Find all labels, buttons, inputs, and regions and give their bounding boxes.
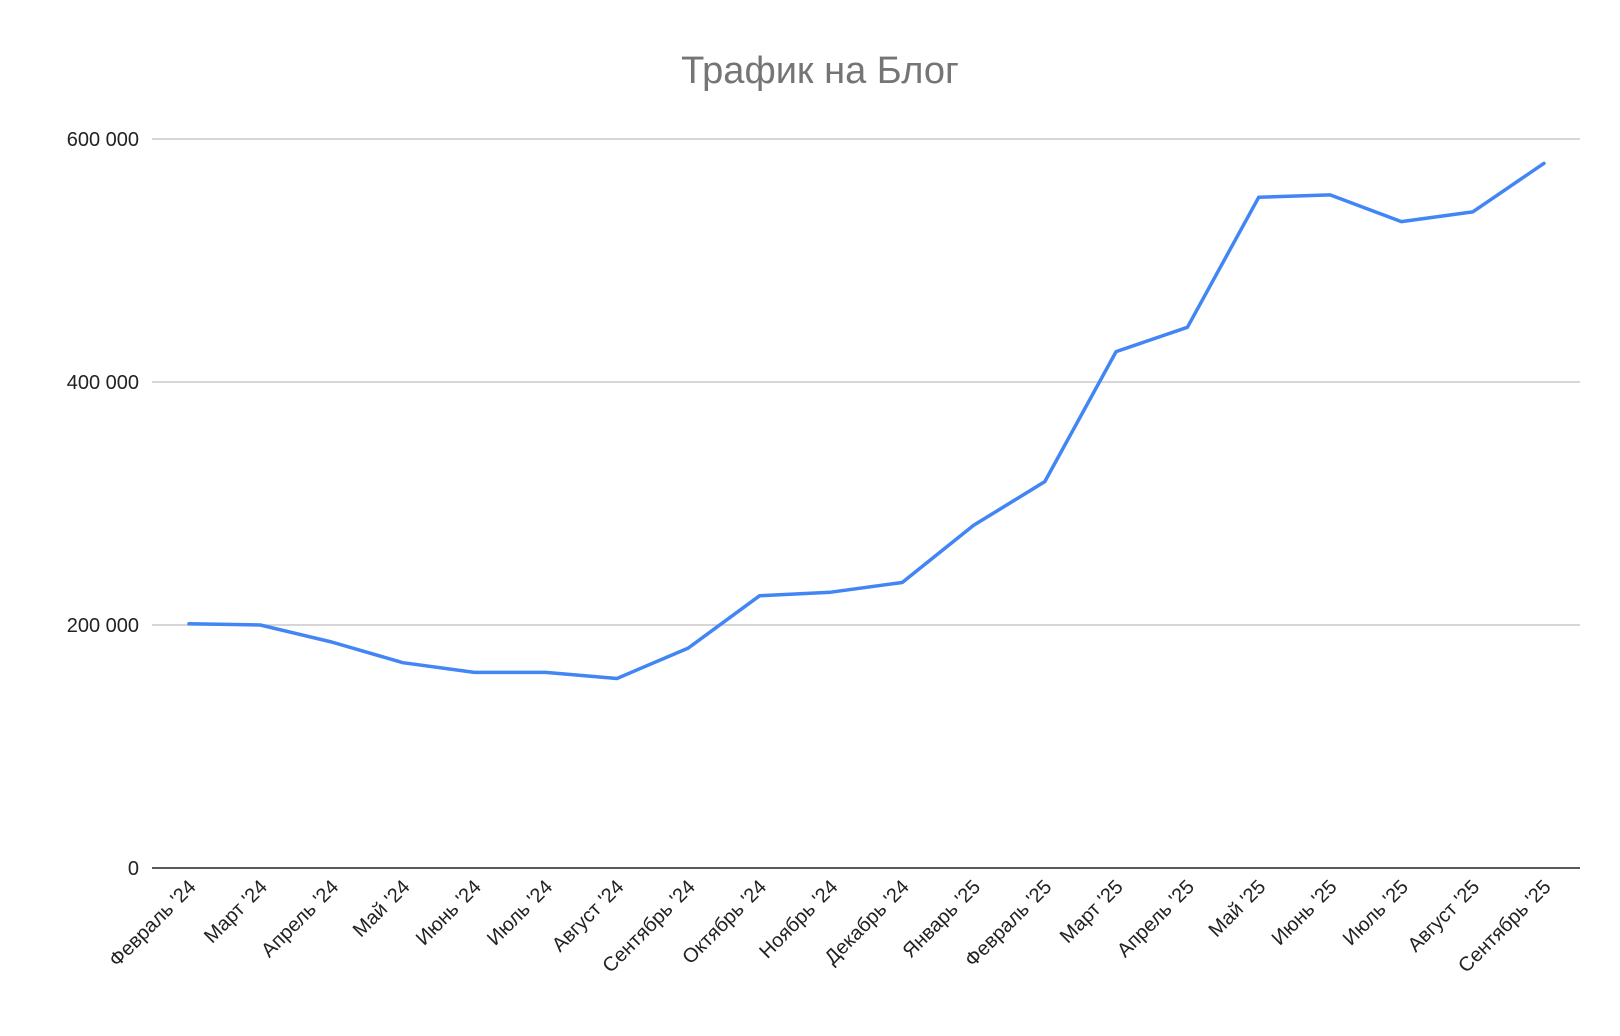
chart-title: Трафик на Блог <box>681 50 959 92</box>
y-tick-label: 0 <box>128 858 139 880</box>
x-tick-label: Март '25 <box>1056 876 1128 948</box>
x-tick-label: Февраль '24 <box>105 876 200 971</box>
x-tick-label: Июль '24 <box>483 876 557 950</box>
series-line <box>187 161 1546 681</box>
series <box>187 161 1546 681</box>
x-tick-label: Апрель '25 <box>1113 876 1199 962</box>
x-tick-label: Июнь '25 <box>1268 876 1342 950</box>
x-tick-label: Май '24 <box>349 876 415 942</box>
y-tick-label: 400 000 <box>67 372 139 394</box>
x-tick-label: Март '24 <box>200 876 272 948</box>
x-tick-label: Май '25 <box>1205 876 1271 942</box>
y-tick-label: 200 000 <box>67 615 139 637</box>
gridlines <box>152 138 1580 626</box>
x-tick-label: Апрель '24 <box>257 876 343 962</box>
x-tick-label: Июль '25 <box>1339 876 1413 950</box>
y-axis-ticks: 0 200 000 400 000 600 000 <box>67 129 139 880</box>
y-tick-label: 600 000 <box>67 129 139 151</box>
x-tick-label: Июнь '24 <box>412 876 486 950</box>
